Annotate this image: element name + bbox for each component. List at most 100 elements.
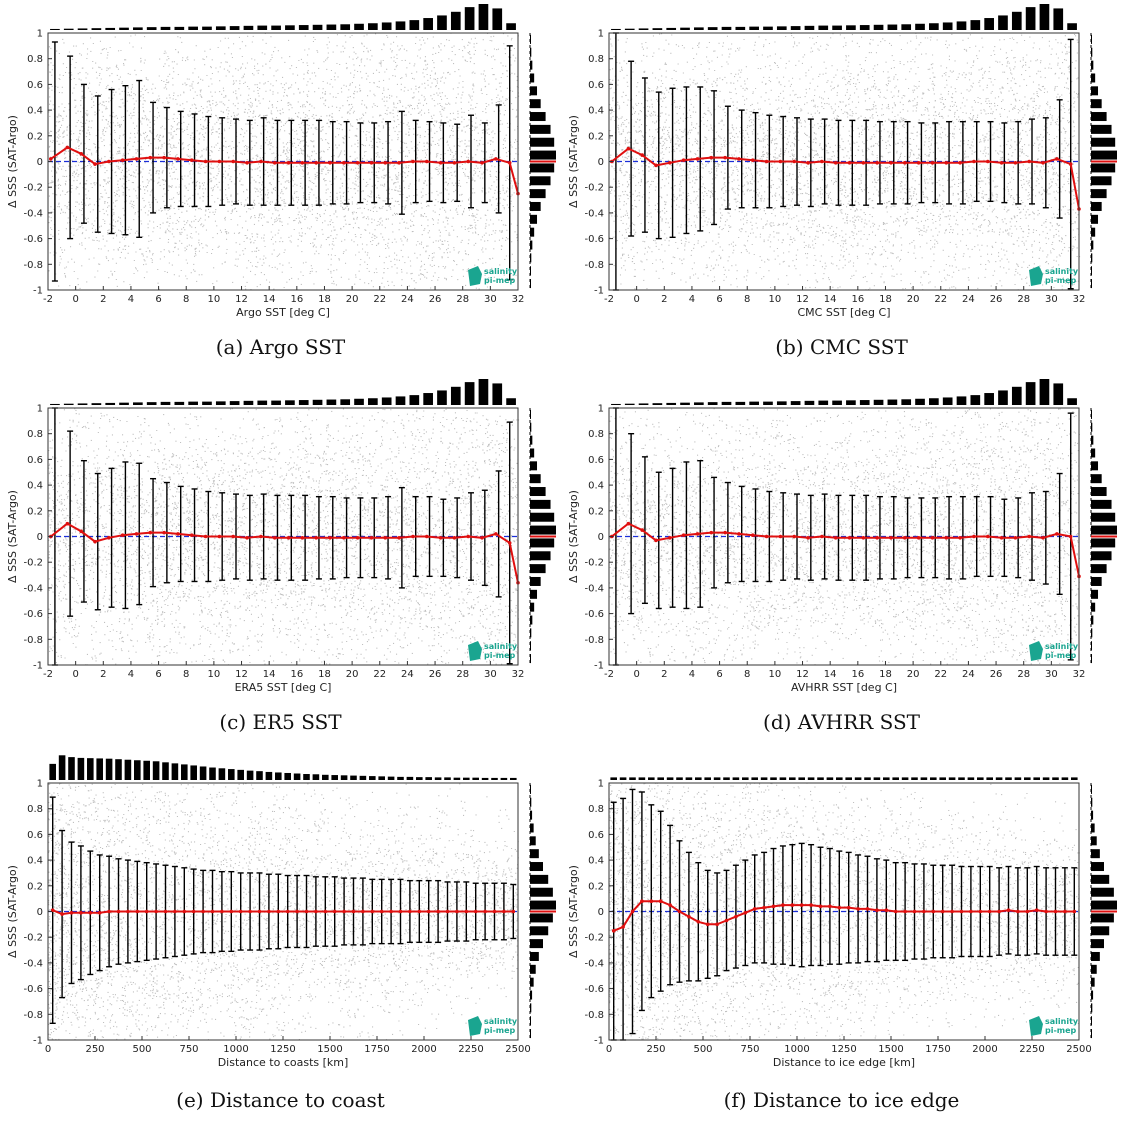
right-histogram-bar: [530, 448, 535, 458]
top-histogram-bar: [942, 22, 953, 30]
right-histogram-bar: [1091, 977, 1095, 987]
right-histogram-bar: [530, 60, 533, 70]
mean-point: [930, 535, 935, 540]
x-tick-label: 28: [456, 294, 469, 305]
mean-point: [176, 157, 180, 161]
right-histogram-bar: [1091, 499, 1112, 509]
top-histogram-bar: [63, 28, 74, 30]
mean-point: [379, 909, 384, 914]
mean-point: [88, 910, 93, 915]
x-tick-label: 6: [716, 669, 722, 680]
top-histogram-bar: [929, 398, 939, 405]
logo-line1: salinity: [1045, 1017, 1079, 1026]
mean-point: [276, 909, 281, 914]
x-tick-label: 8: [744, 294, 750, 305]
logo-line2: pi-mep: [484, 1026, 516, 1035]
right-histogram-bar: [1091, 47, 1093, 57]
y-tick-label: -0.4: [23, 208, 43, 219]
y-tick-label: 0.4: [588, 856, 604, 867]
y-tick-label: 0.6: [588, 80, 604, 91]
mean-point: [847, 535, 852, 540]
mean-point: [148, 530, 153, 535]
mean-point: [480, 160, 484, 165]
right-histogram-bar: [530, 602, 535, 612]
right-histogram-bar: [530, 654, 531, 664]
top-histogram-bar: [887, 24, 898, 30]
top-histogram-bar: [285, 25, 295, 30]
top-histogram-bar: [790, 26, 801, 30]
mean-point: [295, 909, 299, 914]
top-histogram-bar: [368, 398, 378, 405]
top-histogram-bar: [1024, 777, 1031, 780]
x-tick-label: 22: [373, 294, 386, 305]
mean-point: [764, 534, 769, 539]
mean-point: [944, 160, 949, 165]
x-tick-label: 250: [85, 1044, 104, 1055]
x-tick-label: 30: [484, 294, 497, 305]
top-histogram-bar: [901, 399, 912, 405]
right-histogram-bar: [530, 1016, 531, 1026]
mean-point: [176, 532, 180, 536]
top-histogram-bar: [948, 777, 956, 780]
mean-point: [931, 909, 936, 914]
top-histogram-bar: [887, 399, 898, 405]
mean-point: [828, 904, 832, 909]
x-tick-label: 12: [235, 669, 248, 680]
top-histogram-bar: [77, 403, 88, 405]
right-histogram-bar: [1091, 201, 1102, 211]
mean-point: [314, 535, 318, 540]
right-histogram-bar: [1091, 589, 1099, 599]
top-histogram-bar: [624, 28, 635, 30]
top-histogram-bar: [666, 777, 674, 780]
top-histogram-bar: [652, 403, 663, 405]
top-histogram-bar: [629, 777, 636, 780]
top-histogram-bar: [920, 777, 928, 780]
top-histogram-bar: [188, 26, 198, 30]
mean-point: [792, 159, 797, 164]
right-histogram-bar: [530, 641, 531, 651]
x-tick-label: 28: [1017, 294, 1030, 305]
mean-point: [846, 905, 851, 910]
mean-point: [737, 532, 741, 536]
mean-point: [267, 909, 271, 914]
top-histogram-bar: [423, 393, 433, 405]
right-histogram-bar: [1091, 189, 1107, 199]
mean-point: [502, 909, 506, 914]
x-axis-label: CMC SST [deg C]: [797, 306, 890, 319]
mean-point: [668, 160, 672, 165]
x-tick-label: 20: [907, 669, 920, 680]
x-tick-label: 2500: [1066, 1044, 1091, 1055]
right-histogram-bar: [530, 124, 551, 134]
x-tick-label: 1750: [364, 1044, 389, 1055]
x-tick-label: 24: [962, 669, 975, 680]
mean-point: [507, 541, 512, 545]
top-histogram-bar: [492, 383, 503, 405]
mean-point: [621, 925, 625, 929]
top-histogram-bar: [133, 402, 143, 405]
logo-line1: salinity: [484, 642, 518, 651]
y-tick-label: 0: [37, 907, 43, 918]
top-histogram-bar: [478, 379, 489, 405]
logo-line2: pi-mep: [1045, 1026, 1077, 1035]
top-histogram-bar: [303, 774, 310, 780]
y-tick-label: -0.6: [23, 609, 43, 620]
right-histogram-bar: [530, 913, 553, 923]
x-tick-label: 26: [429, 669, 442, 680]
mean-point: [238, 909, 243, 914]
x-tick-label: 10: [769, 669, 782, 680]
mean-point: [397, 160, 401, 165]
right-histogram-bar: [1091, 990, 1094, 1000]
mean-point: [480, 535, 484, 540]
top-histogram-bar: [998, 15, 1008, 30]
top-histogram-bar: [246, 770, 254, 780]
right-histogram-bar: [530, 99, 541, 109]
right-histogram-bar: [1091, 939, 1104, 949]
top-histogram-bar: [481, 777, 489, 780]
right-histogram-bar: [530, 849, 539, 859]
right-histogram-bar: [1091, 227, 1096, 237]
top-histogram-bar: [735, 26, 746, 30]
x-tick-label: 2: [661, 669, 667, 680]
mean-point: [681, 533, 686, 538]
right-histogram-bar: [1091, 409, 1092, 419]
